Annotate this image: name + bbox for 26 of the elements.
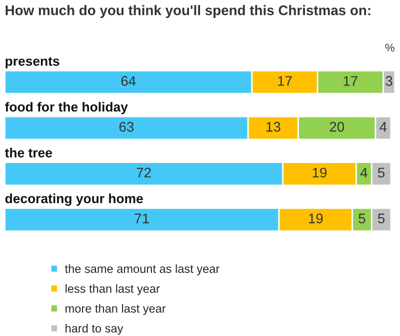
data-label: 72 — [136, 168, 151, 178]
legend-label: hard to say — [66, 324, 124, 335]
legend-label: less than last year — [66, 284, 160, 296]
data-label: 5 — [378, 168, 385, 178]
y-tick-label: the tree — [4, 148, 52, 158]
data-label: 13 — [266, 122, 280, 132]
data-label: 64 — [121, 76, 136, 86]
y-tick-label: food for the holiday — [5, 102, 128, 114]
annotation: % — [385, 44, 394, 52]
data-label: 4 — [380, 122, 387, 132]
data-label: 4 — [360, 168, 368, 178]
data-label: 19 — [308, 214, 323, 224]
data-label: 20 — [330, 122, 344, 132]
data-label: 17 — [278, 76, 292, 86]
data-label: 3 — [386, 76, 392, 86]
data-label: 5 — [358, 214, 366, 224]
y-tick-label: decorating your home — [5, 194, 143, 206]
data-label: 19 — [312, 168, 327, 178]
data-label: 71 — [134, 214, 149, 224]
data-label: 5 — [378, 214, 385, 224]
y-tick-label: presents — [6, 57, 60, 68]
chart-title: How much do you think you'll spend this Christmas on: — [6, 5, 370, 18]
legend-label: more than last year — [66, 304, 166, 316]
data-label: 63 — [119, 122, 134, 132]
data-label: 17 — [344, 76, 358, 86]
legend-label: the same amount as last year — [64, 264, 220, 276]
